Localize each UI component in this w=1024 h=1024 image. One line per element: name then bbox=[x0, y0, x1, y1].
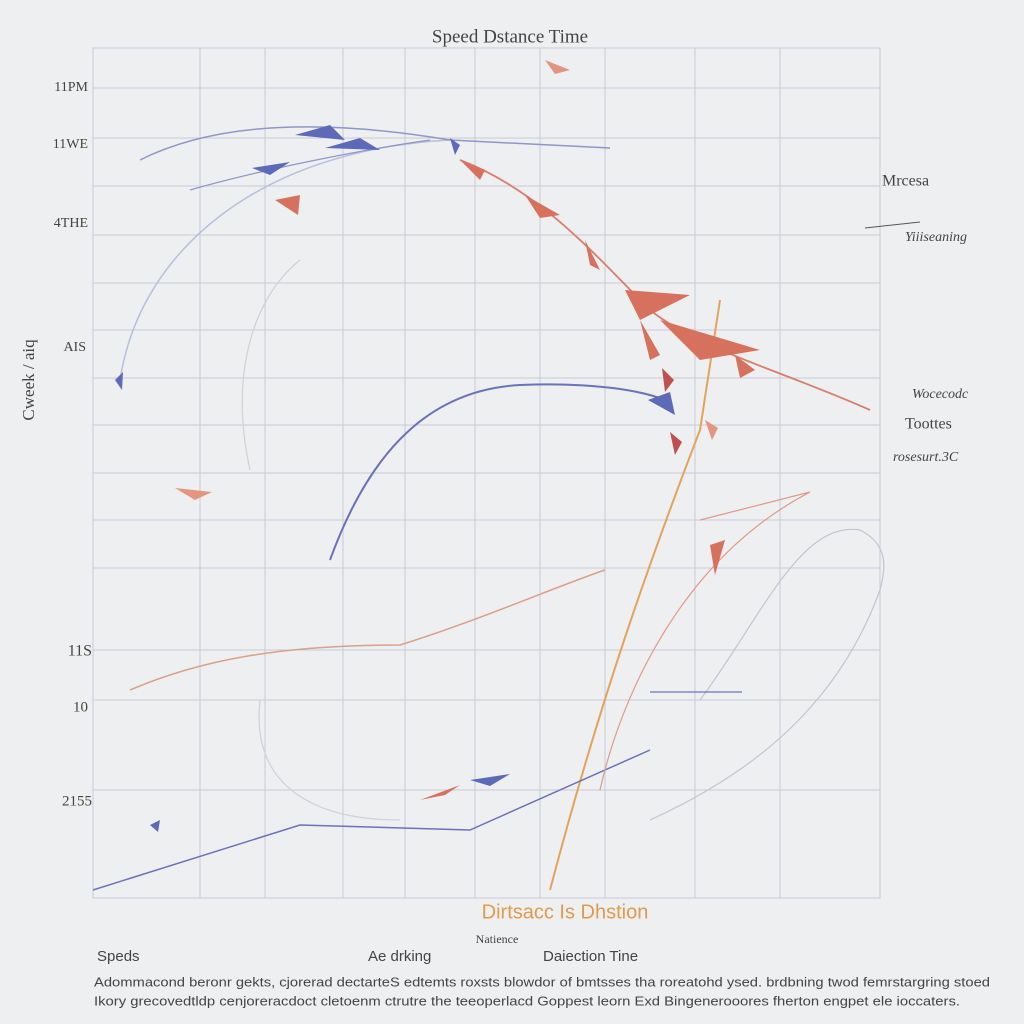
pointer bbox=[864, 221, 921, 229]
marker bbox=[295, 125, 345, 140]
y-tick-label: 11S bbox=[68, 643, 92, 660]
caption-line: Adommacond beronr gekts, cjorerad dectar… bbox=[94, 975, 990, 989]
markers bbox=[115, 60, 760, 832]
marker bbox=[648, 392, 675, 415]
marker bbox=[640, 320, 660, 360]
marker bbox=[175, 488, 212, 500]
curve bbox=[129, 569, 606, 691]
curve bbox=[241, 259, 401, 821]
curve bbox=[139, 126, 611, 161]
chart-title: Speed Dstance Time bbox=[432, 26, 588, 47]
curve bbox=[649, 528, 885, 821]
marker bbox=[450, 138, 460, 155]
y-tick-label: 4THE bbox=[54, 216, 88, 231]
grid bbox=[92, 47, 881, 899]
marker bbox=[735, 355, 755, 378]
curve bbox=[329, 383, 666, 561]
marker bbox=[710, 540, 725, 575]
footer-label: Ae drking bbox=[368, 948, 431, 965]
curve bbox=[599, 491, 811, 791]
y-tick-label: AIS bbox=[63, 340, 86, 355]
marker bbox=[662, 368, 674, 392]
marker bbox=[625, 290, 690, 320]
x-axis-title: Dirtsacc Is Dhstion bbox=[482, 901, 649, 923]
annotation: Mrcesa bbox=[882, 173, 929, 190]
annotation: Toottes bbox=[905, 416, 952, 433]
marker bbox=[420, 785, 460, 800]
marker bbox=[252, 162, 290, 175]
marker bbox=[525, 195, 560, 218]
caption-line: Ikory grecovedtldp cenjoreracdoct cletoe… bbox=[94, 994, 960, 1008]
annotation: Wocecodc bbox=[912, 387, 969, 402]
marker bbox=[660, 320, 760, 360]
y-tick-label: 11PM bbox=[54, 80, 88, 95]
curve bbox=[189, 139, 431, 191]
y-tick-label: 11WE bbox=[53, 137, 88, 152]
marker bbox=[470, 774, 510, 786]
annotation: rosesurt.3C bbox=[893, 450, 959, 465]
marker bbox=[150, 820, 160, 832]
marker bbox=[460, 160, 485, 180]
x-axis-subtitle: Natience bbox=[476, 932, 519, 946]
marker bbox=[115, 372, 123, 390]
marker bbox=[670, 432, 682, 455]
curve bbox=[92, 749, 651, 891]
marker bbox=[545, 60, 570, 74]
footer-label: Speds bbox=[97, 948, 140, 965]
marker bbox=[275, 195, 300, 215]
y-axis-title: Cweek / aiq bbox=[19, 339, 38, 421]
marker bbox=[325, 138, 380, 150]
y-tick-label: 2155 bbox=[62, 793, 92, 809]
curve bbox=[549, 299, 721, 891]
marker bbox=[705, 420, 718, 440]
footer-label: Daiection Tine bbox=[543, 948, 638, 965]
annotation: Yiiiseaning bbox=[905, 230, 967, 245]
y-tick-label: 10 bbox=[73, 699, 88, 715]
marker bbox=[585, 240, 600, 270]
curve bbox=[119, 139, 451, 381]
